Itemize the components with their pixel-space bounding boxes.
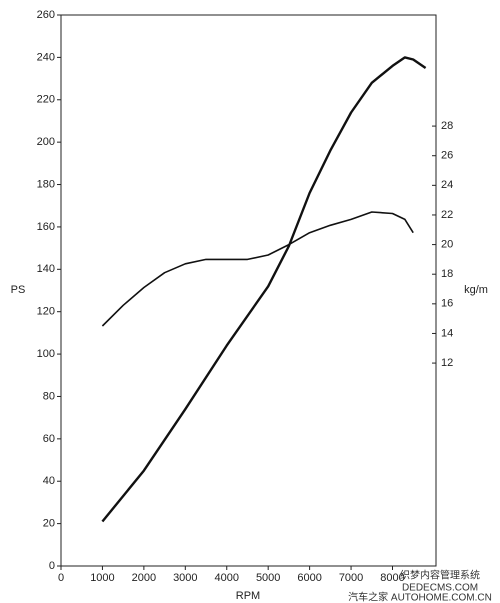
y-tick-label: 0 (49, 560, 55, 572)
plot-frame (60, 14, 437, 567)
y-tick-label: 260 (37, 9, 55, 21)
watermark: 织梦内容管理系统 (400, 569, 480, 582)
y-tick-label: 200 (37, 136, 55, 148)
x-tick-label: 8000 (380, 572, 404, 584)
y-tick-label: 40 (43, 475, 55, 487)
watermark: DEDECMS.COM (402, 583, 478, 594)
x-tick-label: 1000 (90, 572, 114, 584)
y2-axis-label: kg/m (464, 284, 488, 296)
y-axis-label: PS (11, 284, 26, 296)
y2-tick-label: 22 (441, 209, 453, 221)
y2-tick-label: 26 (441, 150, 453, 162)
y-tick-label: 60 (43, 433, 55, 445)
y2-tick-label: 20 (441, 238, 453, 250)
x-tick-label: 7000 (339, 572, 363, 584)
y-tick-label: 160 (37, 221, 55, 233)
y2-tick-label: 12 (441, 357, 453, 369)
y-tick-label: 100 (37, 348, 55, 360)
y2-tick-label: 16 (441, 298, 453, 310)
series-line (101, 56, 427, 523)
y2-tick-label: 24 (441, 179, 453, 191)
y-tick-label: 220 (37, 94, 55, 106)
y-tick-label: 80 (43, 390, 55, 402)
y-tick-label: 140 (37, 263, 55, 275)
x-tick-label: 0 (58, 572, 64, 584)
y2-tick-label: 14 (441, 327, 453, 339)
x-tick-label: 6000 (297, 572, 321, 584)
y-tick-label: 20 (43, 518, 55, 530)
y-tick-label: 180 (37, 178, 55, 190)
x-tick-label: 3000 (173, 572, 197, 584)
y2-tick-label: 28 (441, 120, 453, 132)
x-axis-label: RPM (236, 590, 260, 602)
watermark: 汽车之家 AUTOHOME.COM.CN (348, 591, 492, 603)
x-tick-label: 2000 (132, 572, 156, 584)
y-tick-label: 240 (37, 51, 55, 63)
y2-tick-label: 18 (441, 268, 453, 280)
y-tick-label: 120 (37, 306, 55, 318)
series-line (101, 211, 414, 327)
x-tick-label: 4000 (215, 572, 239, 584)
x-tick-label: 5000 (256, 572, 280, 584)
